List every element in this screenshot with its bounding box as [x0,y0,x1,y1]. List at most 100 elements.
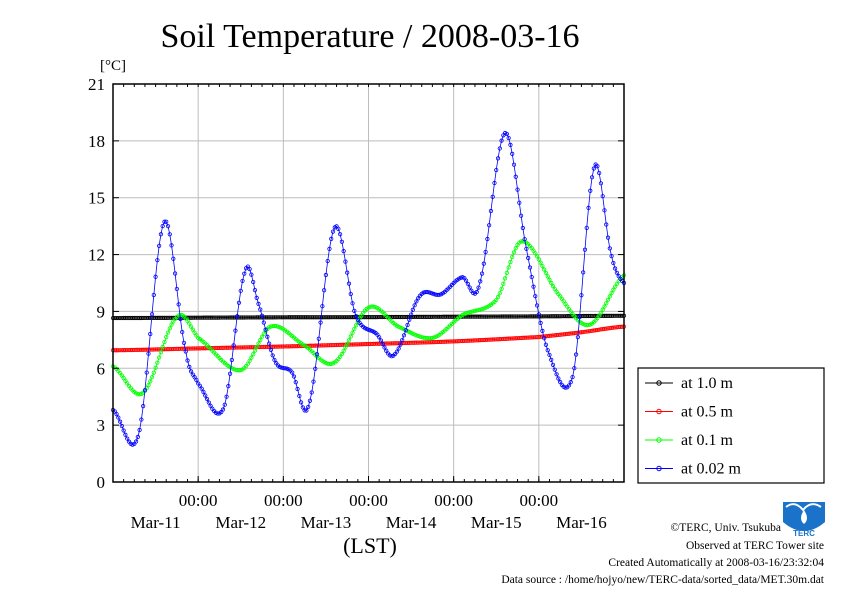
data-point [254,295,259,300]
data-point [160,344,165,350]
data-point [426,290,431,295]
data-point [611,287,616,292]
data-point [180,329,185,335]
x-tick-label: 00:00 [434,491,473,510]
data-point [520,225,525,231]
data-point [174,286,179,292]
data-point [155,258,160,263]
data-point [251,279,256,285]
data-point [258,307,263,312]
data-point [148,331,153,337]
data-point [185,358,190,363]
data-point [549,357,554,362]
data-point [149,312,155,317]
data-point [534,303,540,308]
data-point [158,232,164,237]
data-point [153,365,158,370]
x-tick-label: 00:00 [349,491,388,510]
data-point [604,222,609,227]
data-point [194,377,199,383]
data-point [162,339,167,345]
x-tick-label: 00:00 [519,491,558,510]
x-tick-label: 00:00 [264,491,303,510]
data-point [510,254,515,260]
data-point [330,229,336,234]
data-point [247,358,252,363]
data-point [339,351,344,357]
legend: at 1.0 m at 0.5 m at 0.1 m at 0.02 m [637,367,825,484]
data-point [524,246,529,251]
data-point [153,274,158,279]
data-point [149,375,155,380]
data-point [197,383,203,388]
data-point [550,362,556,367]
data-point [600,194,605,199]
data-point [508,142,513,147]
data-point [350,301,355,306]
data-point [176,302,181,307]
data-point [478,279,483,284]
credit-site: Observed at TERC Tower site [686,540,824,552]
data-point [408,312,414,317]
data-point [309,390,314,395]
data-point [327,246,332,251]
data-point [259,313,265,318]
data-point [463,278,469,283]
data-point [160,223,165,229]
data-point [607,246,612,251]
data-point [371,304,376,309]
data-point [263,327,268,332]
data-point [511,250,517,255]
data-point [339,239,344,244]
data-point [164,219,169,224]
legend-label: at 0.5 m [681,404,734,421]
data-point [158,350,164,355]
x-tick-label: 00:00 [179,491,218,510]
data-point [510,151,515,157]
y-axis-unit: [°C] [100,58,126,74]
data-point [228,371,233,376]
data-point [245,361,250,366]
data-point [545,274,550,279]
legend-label: at 1.0 m [681,375,734,392]
data-point [233,328,238,333]
data-point [483,249,488,255]
data-point [148,379,153,384]
data-point [506,135,511,141]
data-point [410,307,415,312]
x-axis-label: (LST) [343,533,397,558]
legend-box [637,367,825,484]
data-point [602,304,607,309]
data-point [157,243,162,248]
legend-marker [656,408,662,415]
data-point [572,366,577,371]
data-point [490,194,495,199]
data-point [352,326,357,332]
plot-series [110,130,627,447]
data-point [605,297,611,302]
data-point [522,237,527,242]
chart-title: Soil Temperature / 2008-03-16 [160,18,579,55]
data-point [501,281,506,286]
data-point [203,393,208,398]
terc-logo-text: TERC [793,529,815,538]
y-tick-label: 12 [88,246,105,265]
data-point [220,407,226,412]
data-point [495,156,501,161]
data-point [467,285,472,290]
data-point [526,255,531,261]
data-point [173,271,178,276]
data-point [485,236,490,242]
data-point [414,299,419,304]
data-point [323,272,329,278]
grid [113,84,624,482]
legend-label: at 0.02 m [681,461,742,478]
data-point [549,280,554,286]
data-point [536,312,541,317]
data-point [513,174,518,179]
data-point [199,386,204,391]
data-point [586,205,591,211]
data-point [341,249,346,254]
x-ticks: 00:00 00:00 00:00 00:00 00:00 Mar-11 Mar-12 Mar… [112,84,625,532]
data-point [265,334,270,339]
